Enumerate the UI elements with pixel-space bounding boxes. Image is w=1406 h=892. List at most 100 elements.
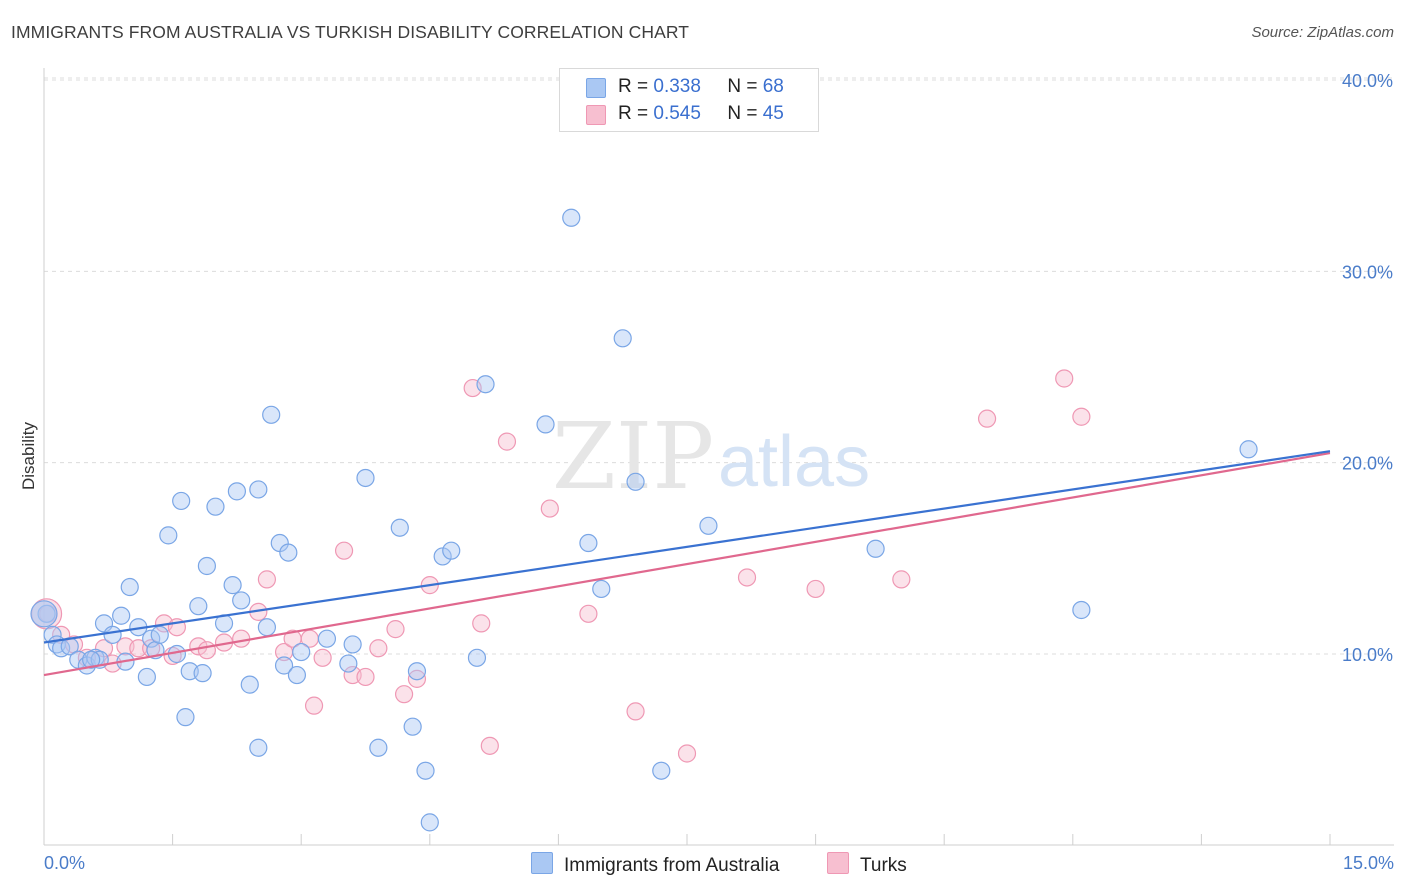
data-point: [257, 570, 277, 589]
data-point: [476, 375, 495, 394]
legend-swatch-australia: [586, 78, 606, 98]
data-point: [579, 604, 598, 623]
data-point: [313, 648, 332, 667]
data-point: [420, 813, 439, 832]
data-point: [227, 482, 246, 501]
legend-swatch-turks: [586, 105, 606, 125]
data-point-cluster: [30, 600, 58, 628]
data-point: [142, 629, 161, 648]
data-point: [176, 708, 195, 727]
y-tick-label: 10.0%: [1342, 645, 1393, 665]
data-point: [43, 625, 62, 644]
data-point: [613, 329, 632, 348]
data-point: [369, 738, 388, 757]
data-point: [82, 650, 101, 669]
data-point: [369, 639, 388, 658]
series-australia-points: [30, 208, 1258, 832]
data-point: [343, 635, 362, 654]
data-point: [197, 641, 216, 660]
data-point: [172, 491, 191, 511]
stats-legend: R = 0.338 N = 68 R = 0.545 N = 45: [559, 68, 819, 132]
chart-source: Source: ZipAtlas.com: [1251, 24, 1394, 41]
data-point: [120, 577, 139, 597]
gridlines: [44, 77, 1394, 655]
data-point: [407, 669, 427, 688]
trend-lines: [43, 450, 1331, 677]
data-point: [287, 665, 307, 685]
legend-n-value: 45: [762, 103, 784, 124]
data-point: [193, 664, 212, 683]
data-point: [197, 556, 216, 576]
bottom-legend-australia: Immigrants from Australia: [531, 852, 779, 877]
data-point: [394, 685, 414, 704]
y-tick-label: 30.0%: [1342, 262, 1393, 282]
y-tick-label: 20.0%: [1342, 454, 1393, 474]
data-point: [189, 597, 208, 616]
data-point: [472, 614, 491, 633]
data-point: [262, 405, 281, 424]
data-point: [232, 591, 251, 610]
legend-r-label: R =: [618, 76, 649, 97]
data-point: [334, 541, 354, 560]
data-point: [1239, 440, 1258, 459]
data-point: [223, 576, 242, 595]
y-axis-label: Disability: [19, 421, 38, 490]
data-point: [339, 654, 358, 673]
data-point: [562, 208, 581, 227]
data-point: [579, 533, 598, 553]
data-point: [206, 497, 225, 516]
axes: [43, 68, 1394, 846]
data-point: [866, 539, 885, 558]
x-tick-label-max: 15.0%: [1343, 853, 1394, 873]
watermark-atlas: atlas: [718, 422, 870, 502]
legend-n-label: N =: [727, 103, 758, 124]
data-point: [249, 738, 268, 757]
legend-n-value: 68: [762, 76, 784, 97]
y-axis-tick-labels: 10.0% 20.0% 30.0% 40.0%: [1342, 71, 1393, 665]
bottom-legend-turks: Turks: [827, 852, 907, 877]
data-point: [480, 736, 499, 755]
legend-r-value: 0.545: [653, 103, 701, 124]
data-point: [540, 499, 559, 518]
data-point: [112, 606, 131, 625]
data-point: [1072, 600, 1091, 620]
data-point: [279, 543, 298, 562]
data-point: [403, 717, 422, 736]
data-point: [1072, 407, 1091, 426]
data-point: [390, 518, 409, 537]
legend-n-label: N =: [727, 76, 758, 97]
data-point: [103, 625, 122, 644]
data-point: [677, 744, 697, 763]
y-tick-label: 40.0%: [1342, 71, 1393, 91]
data-point: [497, 432, 517, 451]
legend-r-label: R =: [618, 103, 649, 124]
data-point: [892, 570, 911, 589]
chart-title: IMMIGRANTS FROM AUSTRALIA VS TURKISH DIS…: [11, 22, 690, 42]
data-point: [137, 667, 156, 687]
data-point: [356, 667, 375, 687]
bottom-legend-swatch-australia: [531, 852, 553, 874]
data-point: [1055, 369, 1074, 388]
data-point: [240, 675, 259, 694]
data-point: [159, 526, 178, 545]
data-point: [592, 579, 611, 599]
data-point: [626, 472, 645, 491]
bottom-legend-label-australia: Immigrants from Australia: [564, 855, 780, 876]
data-point: [292, 642, 311, 662]
bottom-legend-label-turks: Turks: [860, 855, 907, 876]
data-point: [407, 662, 427, 681]
bottom-legend-swatch-turks: [827, 852, 849, 874]
data-point: [150, 625, 169, 644]
x-tick-label-min: 0.0%: [44, 853, 85, 873]
data-point: [737, 568, 757, 587]
data-point: [416, 761, 435, 780]
data-point: [386, 620, 405, 639]
watermark: ZIP atlas: [552, 403, 870, 510]
data-point: [699, 516, 718, 535]
data-point: [977, 409, 997, 428]
data-point: [467, 648, 487, 667]
legend-r-value: 0.338: [653, 76, 701, 97]
data-point: [536, 415, 555, 434]
data-point: [232, 629, 251, 648]
